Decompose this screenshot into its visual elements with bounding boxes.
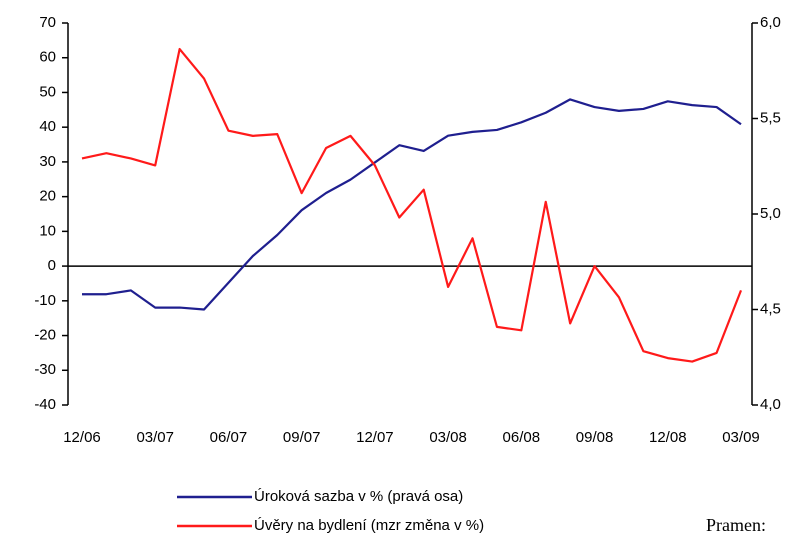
x-tick-label: 06/07 xyxy=(210,429,248,446)
series-line xyxy=(82,98,742,311)
y-tick-label: 50 xyxy=(39,83,56,100)
y-tick-label: 10 xyxy=(39,222,56,239)
y-tick-label: 40 xyxy=(39,118,56,135)
x-tick-label: 12/08 xyxy=(649,429,687,446)
y2-tick-label: 4,5 xyxy=(760,300,781,317)
x-tick-label: 03/07 xyxy=(136,429,174,446)
source-note: Pramen: xyxy=(706,515,766,535)
y-tick-label: -10 xyxy=(34,292,56,309)
x-tick-label: 09/08 xyxy=(576,429,614,446)
legend-label: Úvěry na bydlení (mzr změna v %) xyxy=(254,517,484,534)
x-tick-label: 03/08 xyxy=(429,429,467,446)
legend-label: Úroková sazba v % (pravá osa) xyxy=(254,488,463,505)
y2-tick-label: 4,0 xyxy=(760,396,781,413)
y-tick-label: -20 xyxy=(34,327,56,344)
x-tick-label: 06/08 xyxy=(503,429,541,446)
x-tick-label: 09/07 xyxy=(283,429,321,446)
y-tick-label: 0 xyxy=(48,257,56,274)
x-tick-label: 12/06 xyxy=(63,429,101,446)
y-tick-label: -30 xyxy=(34,361,56,378)
y-tick-label: 60 xyxy=(39,49,56,66)
y-tick-label: -40 xyxy=(34,396,56,413)
y2-tick-label: 5,5 xyxy=(760,109,781,126)
y-tick-label: 70 xyxy=(39,14,56,31)
y-tick-label: 20 xyxy=(39,188,56,205)
y-tick-label: 30 xyxy=(39,153,56,170)
y2-tick-label: 6,0 xyxy=(760,14,781,31)
y2-tick-label: 5,0 xyxy=(760,205,781,222)
x-tick-label: 03/09 xyxy=(722,429,760,446)
series-line xyxy=(81,47,743,363)
x-tick-label: 12/07 xyxy=(356,429,394,446)
